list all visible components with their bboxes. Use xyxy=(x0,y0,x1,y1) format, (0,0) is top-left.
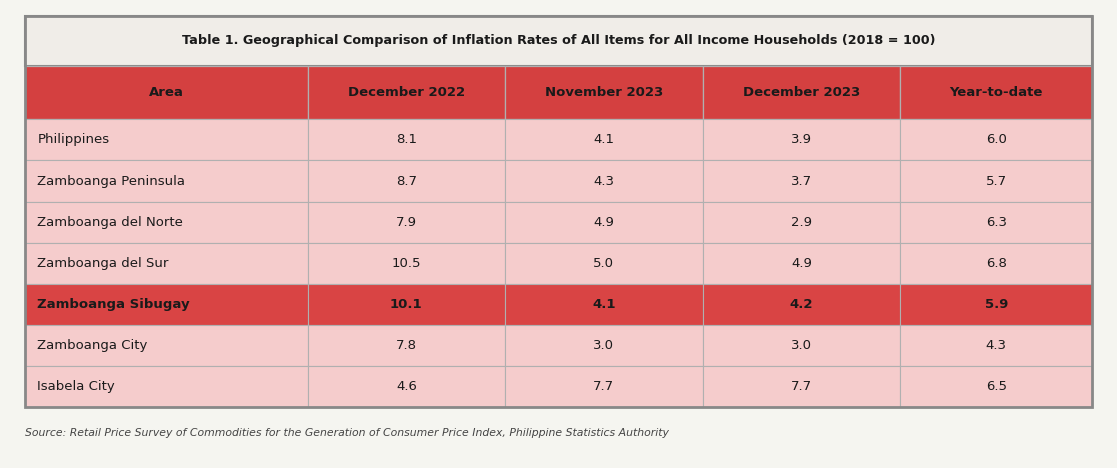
Bar xyxy=(900,366,1092,407)
Bar xyxy=(703,325,900,366)
Text: Zamboanga del Sur: Zamboanga del Sur xyxy=(37,257,169,270)
Text: 4.1: 4.1 xyxy=(593,133,614,146)
Bar xyxy=(900,119,1092,161)
Text: Year-to-date: Year-to-date xyxy=(949,86,1043,99)
Bar xyxy=(900,284,1092,325)
Bar xyxy=(25,284,307,325)
Bar xyxy=(703,243,900,284)
Bar xyxy=(900,325,1092,366)
Bar xyxy=(703,161,900,202)
Bar xyxy=(505,119,703,161)
Text: 8.7: 8.7 xyxy=(395,175,417,188)
Text: 5.9: 5.9 xyxy=(984,298,1008,311)
Bar xyxy=(25,16,1092,66)
Text: 4.1: 4.1 xyxy=(592,298,615,311)
Text: 3.0: 3.0 xyxy=(791,339,812,352)
Bar xyxy=(25,366,307,407)
Bar xyxy=(307,161,505,202)
Bar xyxy=(307,243,505,284)
Text: Table 1. Geographical Comparison of Inflation Rates of All Items for All Income : Table 1. Geographical Comparison of Infl… xyxy=(182,35,935,47)
Text: 8.1: 8.1 xyxy=(395,133,417,146)
Bar xyxy=(703,119,900,161)
Text: 3.9: 3.9 xyxy=(791,133,812,146)
Bar xyxy=(25,16,1092,407)
Text: 4.2: 4.2 xyxy=(790,298,813,311)
Text: Zamboanga del Norte: Zamboanga del Norte xyxy=(37,216,183,229)
Text: 4.9: 4.9 xyxy=(791,257,812,270)
Bar xyxy=(505,202,703,243)
Text: 10.5: 10.5 xyxy=(392,257,421,270)
Bar xyxy=(25,325,307,366)
Bar xyxy=(505,66,703,119)
Text: 6.3: 6.3 xyxy=(986,216,1006,229)
Text: 6.0: 6.0 xyxy=(986,133,1006,146)
Bar xyxy=(703,66,900,119)
Bar xyxy=(505,161,703,202)
Text: 4.3: 4.3 xyxy=(986,339,1006,352)
Text: Area: Area xyxy=(149,86,183,99)
Bar xyxy=(25,119,307,161)
Text: 4.9: 4.9 xyxy=(593,216,614,229)
Text: Source: Retail Price Survey of Commodities for the Generation of Consumer Price : Source: Retail Price Survey of Commoditi… xyxy=(25,428,668,438)
Text: Zamboanga City: Zamboanga City xyxy=(37,339,147,352)
Text: Zamboanga Sibugay: Zamboanga Sibugay xyxy=(37,298,190,311)
Bar xyxy=(25,66,307,119)
Bar xyxy=(703,366,900,407)
Text: Isabela City: Isabela City xyxy=(37,380,115,393)
Text: 5.0: 5.0 xyxy=(593,257,614,270)
Bar xyxy=(307,66,505,119)
Text: 3.7: 3.7 xyxy=(791,175,812,188)
Text: November 2023: November 2023 xyxy=(545,86,663,99)
Bar xyxy=(505,243,703,284)
Text: 7.8: 7.8 xyxy=(395,339,417,352)
Bar xyxy=(307,366,505,407)
Bar xyxy=(307,284,505,325)
Bar xyxy=(505,325,703,366)
Text: 7.9: 7.9 xyxy=(395,216,417,229)
Text: 7.7: 7.7 xyxy=(791,380,812,393)
Bar xyxy=(505,284,703,325)
Bar xyxy=(25,161,307,202)
Bar xyxy=(900,202,1092,243)
Text: December 2023: December 2023 xyxy=(743,86,860,99)
Bar xyxy=(900,66,1092,119)
Text: Philippines: Philippines xyxy=(37,133,109,146)
Text: 6.8: 6.8 xyxy=(986,257,1006,270)
Text: Zamboanga Peninsula: Zamboanga Peninsula xyxy=(37,175,185,188)
Text: 6.5: 6.5 xyxy=(986,380,1006,393)
Bar xyxy=(505,366,703,407)
Bar xyxy=(703,284,900,325)
Bar xyxy=(900,243,1092,284)
Text: 3.0: 3.0 xyxy=(593,339,614,352)
Bar xyxy=(900,161,1092,202)
Bar xyxy=(307,325,505,366)
Bar xyxy=(703,202,900,243)
Text: 7.7: 7.7 xyxy=(593,380,614,393)
Text: 10.1: 10.1 xyxy=(390,298,422,311)
Text: 5.7: 5.7 xyxy=(986,175,1006,188)
Text: December 2022: December 2022 xyxy=(347,86,465,99)
Text: 4.3: 4.3 xyxy=(593,175,614,188)
Bar xyxy=(307,119,505,161)
Bar xyxy=(25,202,307,243)
Text: 4.6: 4.6 xyxy=(395,380,417,393)
Bar xyxy=(25,243,307,284)
Text: 2.9: 2.9 xyxy=(791,216,812,229)
Bar xyxy=(307,202,505,243)
